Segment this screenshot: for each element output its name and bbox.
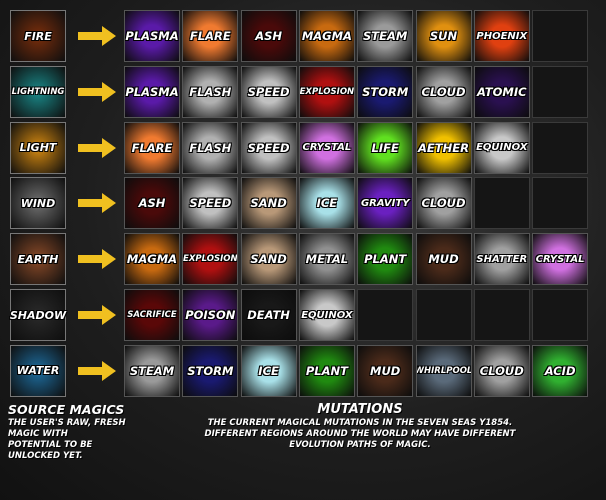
source-magics-description: THE USER'S RAW, FRESH MAGIC WITH POTENTI… [8, 418, 126, 462]
source-magic-fire: FIRE [10, 10, 66, 62]
mutation-metal: METAL [298, 233, 355, 286]
source-magic-earth: EARTH [10, 233, 66, 286]
mutations-text-line: DIFFERENT REGIONS AROUND THE WORLD MAY H… [204, 429, 516, 439]
mutation-sand: SAND [240, 233, 297, 286]
empty-mutation-slot [473, 177, 530, 230]
mutation-steam: STEAM [124, 344, 180, 397]
arrow-right-icon [78, 137, 116, 158]
mutation-ice: ICE [240, 344, 297, 397]
mutation-explosion: EXPLOSION [182, 233, 239, 286]
empty-mutation-slot [532, 65, 589, 118]
arrow-right-icon [78, 360, 116, 381]
mutation-shatter: SHATTER [473, 233, 530, 286]
arrow-right-icon [78, 81, 116, 102]
mutation-life: LIFE [357, 121, 414, 174]
source-magics-title: SOURCE MAGICS [8, 402, 125, 417]
empty-mutation-slot [415, 289, 472, 341]
mutation-plasma: PLASMA [124, 10, 180, 62]
mutation-poison: POISON [182, 289, 239, 341]
empty-mutation-slot [532, 289, 589, 341]
mutation-flare: FLARE [182, 10, 239, 62]
source-magic-lightning: LIGHTNING [10, 65, 66, 118]
mutation-mud: MUD [415, 233, 472, 286]
arrow-right-icon [78, 305, 116, 325]
mutation-gravity: GRAVITY [357, 177, 414, 230]
mutation-sun: SUN [415, 10, 472, 62]
mutation-cloud: CLOUD [415, 177, 472, 230]
mutations-description: THE CURRENT MAGICAL MUTATIONS IN THE SEV… [124, 418, 596, 451]
mutation-equinox: EQUINOX [298, 289, 355, 341]
mutation-cloud: CLOUD [473, 344, 530, 397]
mutation-plant: PLANT [298, 344, 355, 397]
arrow-right-icon [78, 193, 116, 214]
source-text-line: POTENTIAL TO BE [8, 440, 93, 450]
mutation-flash: FLASH [182, 121, 239, 174]
mutation-phoenix: PHOENIX [473, 10, 530, 62]
mutation-ash: ASH [240, 10, 297, 62]
mutation-ice: ICE [298, 177, 355, 230]
mutation-crystal: CRYSTAL [298, 121, 355, 174]
mutation-ash: ASH [124, 177, 180, 230]
arrow-right-icon [78, 26, 116, 46]
empty-mutation-slot [532, 177, 589, 230]
mutation-magma: MAGMA [124, 233, 180, 286]
empty-mutation-slot [532, 121, 589, 174]
source-text-line: MAGIC WITH [8, 429, 68, 439]
mutation-storm: STORM [357, 65, 414, 118]
source-text-line: THE USER'S RAW, FRESH [8, 418, 126, 428]
mutation-explosion: EXPLOSION [298, 65, 355, 118]
mutation-storm: STORM [182, 344, 239, 397]
mutation-sand: SAND [240, 177, 297, 230]
empty-mutation-slot [532, 10, 589, 62]
source-magic-wind: WIND [10, 177, 66, 230]
mutation-cloud: CLOUD [415, 65, 472, 118]
mutation-sacrifice: SACRIFICE [124, 289, 180, 341]
mutation-steam: STEAM [357, 10, 414, 62]
mutation-speed: SPEED [240, 121, 297, 174]
mutation-acid: ACID [532, 344, 589, 397]
mutation-speed: SPEED [182, 177, 239, 230]
mutations-text-line: THE CURRENT MAGICAL MUTATIONS IN THE SEV… [207, 418, 513, 428]
mutation-flash: FLASH [182, 65, 239, 118]
arrow-right-icon [78, 249, 116, 270]
mutation-whirlpool: WHIRLPOOL [415, 344, 472, 397]
mutation-atomic: ATOMIC [473, 65, 530, 118]
source-magic-water: WATER [10, 344, 66, 397]
mutations-text-line: EVOLUTION PATHS OF MAGIC. [289, 440, 431, 450]
mutation-crystal: CRYSTAL [532, 233, 589, 286]
source-text-line: UNLOCKED YET. [8, 451, 83, 461]
empty-mutation-slot [357, 289, 414, 341]
mutations-title: MUTATIONS [317, 402, 403, 417]
mutation-plasma: PLASMA [124, 65, 180, 118]
mutation-flare: FLARE [124, 121, 180, 174]
source-magic-shadow: SHADOW [10, 289, 66, 341]
mutation-equinox: EQUINOX [473, 121, 530, 174]
source-magic-light: LIGHT [10, 121, 66, 174]
mutation-speed: SPEED [240, 65, 297, 118]
mutation-aether: AETHER [415, 121, 472, 174]
mutation-mud: MUD [357, 344, 414, 397]
mutation-death: DEATH [240, 289, 297, 341]
mutation-plant: PLANT [357, 233, 414, 286]
empty-mutation-slot [473, 289, 530, 341]
mutation-magma: MAGMA [298, 10, 355, 62]
